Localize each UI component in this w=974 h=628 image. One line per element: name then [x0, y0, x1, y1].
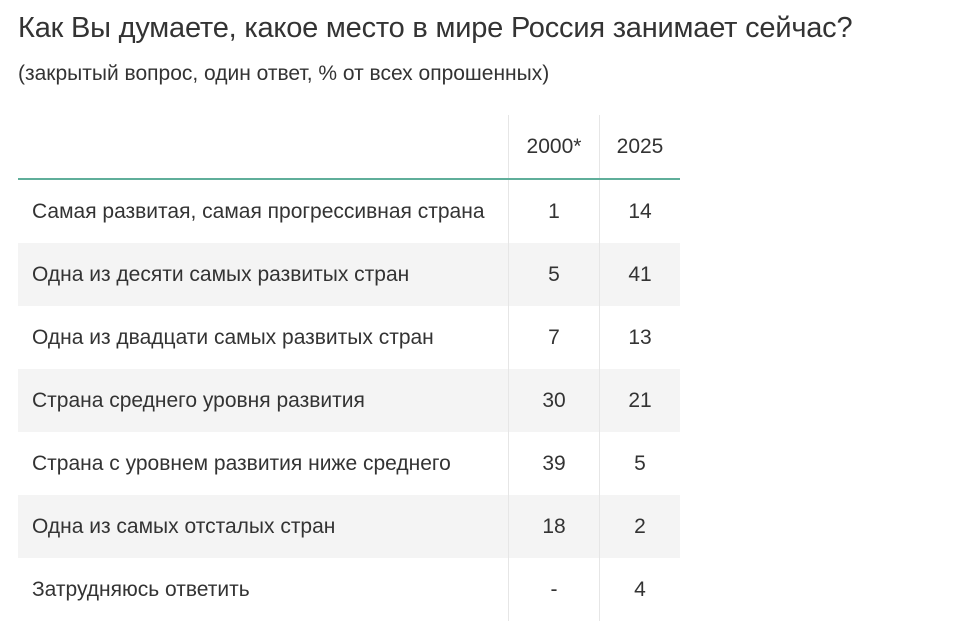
row-value-2000: - [508, 558, 600, 621]
header-year-2000: 2000* [508, 115, 600, 180]
row-label: Самая развитая, самая прогрессивная стра… [32, 199, 485, 223]
row-value-2025: 2 [599, 495, 680, 558]
table-row: Страна среднего уровня развития 30 21 [18, 369, 680, 432]
row-value-2025: 14 [599, 179, 680, 243]
table-row: Страна с уровнем развития ниже среднего … [18, 432, 680, 495]
row-value-2000: 18 [508, 495, 600, 558]
table-row: Одна из десяти самых развитых стран 5 41 [18, 243, 680, 306]
row-value-2025: 41 [599, 243, 680, 306]
survey-table: 2000* 2025 Самая развитая, самая прогрес… [18, 115, 680, 621]
header-year-2025: 2025 [599, 115, 680, 180]
row-label: Страна среднего уровня развития [18, 369, 509, 432]
table-row: Одна из двадцати самых развитых стран 7 … [18, 306, 680, 369]
row-label: Одна из самых отсталых стран [18, 495, 509, 558]
row-label: Одна из двадцати самых развитых стран [32, 325, 434, 349]
header-label-cell [18, 115, 509, 180]
page-subtitle: (закрытый вопрос, один ответ, % от всех … [18, 62, 550, 85]
row-value-2000: 39 [508, 432, 600, 495]
row-value-2025: 13 [599, 306, 680, 369]
table-row: Самая развитая, самая прогрессивная стра… [18, 179, 680, 243]
row-label: Затрудняюсь ответить [32, 577, 250, 601]
row-value-2025: 4 [599, 558, 680, 621]
table-header-row: 2000* 2025 [18, 115, 680, 180]
table-row: Затрудняюсь ответить - 4 [18, 558, 680, 621]
row-value-2000: 30 [508, 369, 600, 432]
row-value-2025: 21 [599, 369, 680, 432]
row-value-2000: 5 [508, 243, 600, 306]
table-row: Одна из самых отсталых стран 18 2 [18, 495, 680, 558]
row-value-2000: 7 [508, 306, 600, 369]
page-title: Как Вы думаете, какое место в мире Росси… [18, 12, 853, 44]
row-label: Страна с уровнем развития ниже среднего [32, 451, 451, 475]
row-value-2000: 1 [508, 179, 600, 243]
row-value-2025: 5 [599, 432, 680, 495]
row-label: Одна из десяти самых развитых стран [18, 243, 509, 306]
